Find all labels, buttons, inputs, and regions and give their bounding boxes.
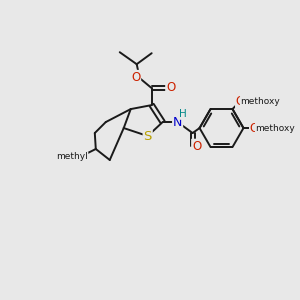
Text: methoxy: methoxy — [256, 124, 295, 133]
Text: H: H — [179, 109, 187, 119]
Text: methyl: methyl — [56, 152, 88, 161]
Text: O: O — [192, 140, 201, 152]
Text: O: O — [236, 94, 245, 108]
Text: O: O — [250, 122, 259, 134]
Text: O: O — [166, 81, 175, 94]
Text: methoxy: methoxy — [241, 97, 280, 106]
Text: N: N — [173, 116, 182, 129]
Text: S: S — [143, 130, 152, 142]
Text: O: O — [131, 71, 140, 84]
